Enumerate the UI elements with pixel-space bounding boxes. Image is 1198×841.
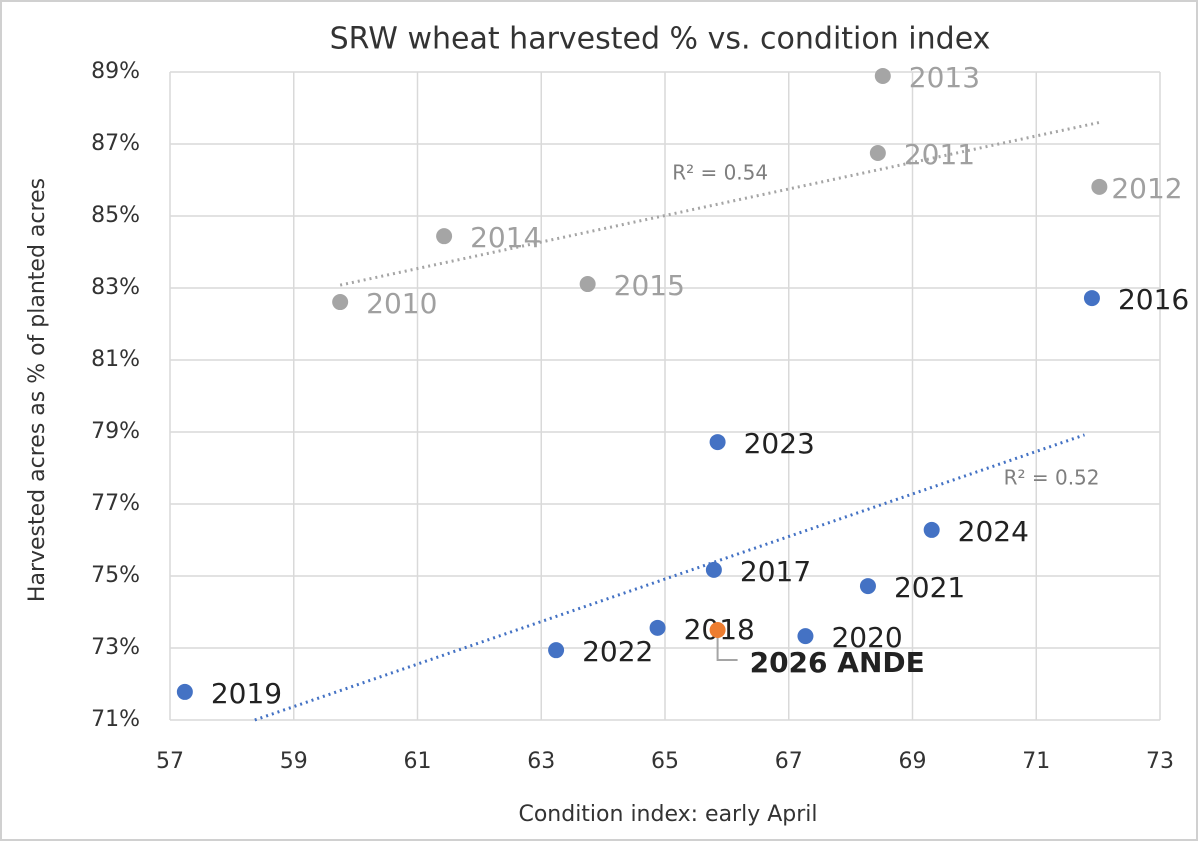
y-axis-label: Harvested acres as % of planted acres [25, 178, 50, 602]
y-tick-label: 85% [91, 203, 140, 228]
point [709, 622, 726, 638]
point [1083, 290, 1100, 307]
y-tick-label: 89% [91, 59, 140, 84]
x-tick-label: 59 [280, 749, 308, 774]
point [869, 145, 886, 161]
x-tick-label: 61 [404, 749, 432, 774]
point [579, 276, 596, 293]
trendline-label: R² = 0.52 [1004, 465, 1100, 489]
y-tick-label: 79% [91, 419, 140, 444]
point-label: 2010 [366, 287, 437, 320]
y-tick-label: 73% [91, 635, 140, 660]
point-label: 2024 [958, 515, 1029, 548]
point-label: 2012 [1111, 172, 1182, 205]
point-label: 2011 [904, 138, 975, 171]
point-label: 2022 [582, 635, 653, 668]
point-label: 2013 [909, 61, 980, 94]
x-tick-label: 73 [1146, 749, 1174, 774]
x-tick-label: 69 [899, 749, 927, 774]
y-tick-label: 87% [91, 131, 140, 156]
point [709, 434, 726, 451]
point [797, 628, 814, 645]
point-label: 2020 [831, 621, 902, 654]
point [1091, 178, 1108, 195]
x-tick-label: 71 [1022, 749, 1050, 774]
point-label: 2019 [211, 677, 282, 710]
trendline [254, 433, 1085, 722]
trendline [339, 120, 1102, 287]
x-tick-label: 65 [651, 749, 679, 774]
x-tick-label: 63 [527, 749, 555, 774]
point [923, 521, 940, 538]
x-tick-label: 67 [775, 749, 803, 774]
leader-line [716, 630, 738, 661]
y-tick-label: 71% [91, 707, 140, 732]
point [176, 683, 193, 700]
x-tick-label: 57 [156, 749, 184, 774]
point [548, 642, 565, 659]
point-label: 2016 [1118, 283, 1189, 316]
point [649, 619, 666, 636]
point-label: 2026 ANDE [750, 646, 925, 679]
point-label: 2023 [744, 427, 815, 460]
point [705, 561, 722, 578]
trendline-label: R² = 0.54 [672, 161, 768, 185]
point [332, 294, 349, 311]
point-label: 2017 [740, 555, 811, 588]
y-tick-label: 83% [91, 275, 140, 300]
point [436, 228, 453, 245]
y-tick-label: 81% [91, 347, 140, 372]
point [874, 67, 891, 84]
point-label: 2014 [470, 221, 541, 254]
point-label: 2021 [894, 571, 965, 604]
x-axis-label: Condition index: early April [518, 802, 817, 827]
point [859, 578, 876, 595]
chart-title: SRW wheat harvested % vs. condition inde… [330, 22, 991, 57]
point-label: 2015 [614, 269, 685, 302]
y-tick-label: 77% [91, 491, 140, 516]
y-tick-label: 75% [91, 563, 140, 588]
